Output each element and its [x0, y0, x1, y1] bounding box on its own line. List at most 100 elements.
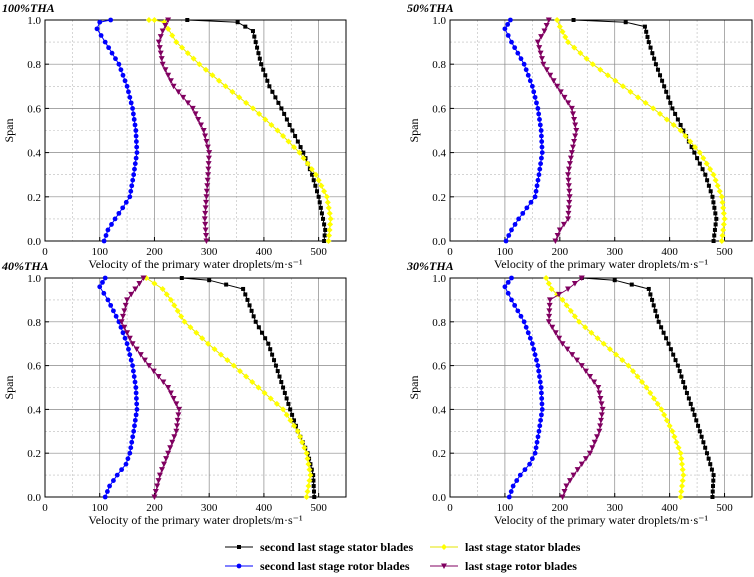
series-4-point-28 — [559, 341, 566, 347]
series-1-point-36 — [650, 297, 655, 302]
series-1-point-24 — [279, 106, 284, 111]
x-axis-label: Velocity of the primary water droplets/m… — [494, 257, 709, 271]
series-4-point-24 — [568, 105, 575, 112]
series-3-point-0 — [503, 238, 509, 244]
series-3-point-21 — [132, 379, 138, 385]
series-3-point-28 — [529, 83, 535, 89]
series-3-point-34 — [515, 308, 521, 314]
series-3-point-5 — [520, 210, 526, 216]
series-4-point-21 — [591, 379, 598, 386]
series-1-point-41 — [179, 276, 184, 280]
series-1-point-16 — [288, 407, 293, 412]
series-4-point-9 — [566, 188, 573, 195]
series-4-point-17 — [173, 401, 180, 407]
series-1-point-2 — [712, 227, 717, 232]
series-1-point-6 — [318, 205, 323, 210]
y-tick-label: 0.8 — [432, 59, 446, 71]
x-tick-label: 300 — [606, 502, 623, 514]
series-3-point-10 — [534, 183, 540, 189]
series-2-point-27 — [627, 88, 634, 95]
series-1-point-34 — [650, 51, 655, 56]
series-4-point-13 — [205, 166, 212, 173]
series-4-point-12 — [173, 428, 180, 435]
panel-title: 40%THA — [1, 259, 49, 273]
series-3-point-19 — [539, 133, 544, 139]
series-1-point-40 — [207, 278, 212, 283]
series-1-point-37 — [243, 292, 248, 297]
series-2-point-1 — [678, 488, 685, 495]
series-2-point-37 — [169, 32, 176, 39]
series-4-point-10 — [591, 439, 598, 446]
series-3-point-26 — [127, 352, 133, 358]
legend-item-3: second last stage rotor blades — [225, 559, 410, 573]
series-4-point-40 — [545, 17, 552, 23]
series-3-point-20 — [538, 128, 544, 133]
series-3-point-39 — [505, 22, 511, 27]
series-4-point-32 — [159, 61, 166, 68]
series-2-point-18 — [650, 395, 657, 402]
series-2-point-10 — [673, 439, 680, 446]
chart-panel-2: 0 100 200 300 400 500 0.0 0.2 0.4 0.6 0.8 1.050%THA… — [407, 1, 753, 271]
series-4-point-12 — [596, 428, 603, 435]
series-4-point-38 — [132, 286, 139, 292]
series-4-point-7 — [203, 199, 210, 206]
series-3-point-28 — [529, 341, 535, 347]
x-tick-label: 100 — [497, 502, 514, 514]
series-1-point-24 — [675, 363, 680, 368]
series-3-point-9 — [128, 188, 134, 194]
series-4-point-11 — [594, 434, 601, 440]
series-3-point-2 — [509, 227, 514, 233]
series-3-point-20 — [538, 385, 544, 390]
series-1-point-32 — [653, 62, 658, 67]
series-2-point-22 — [262, 116, 269, 123]
y-tick-label: 0.2 — [432, 192, 446, 204]
series-2-point-14 — [304, 160, 311, 167]
series-2-point-23 — [657, 110, 664, 117]
series-3-point-25 — [128, 100, 134, 106]
series-4-point-23 — [150, 368, 157, 375]
series-1-point-18 — [686, 396, 691, 401]
series-4-point-35 — [156, 45, 163, 51]
series-1-point-27 — [270, 89, 275, 94]
series-2-point-18 — [267, 395, 274, 402]
series-2-point-36 — [173, 39, 180, 46]
series-1-point-21 — [287, 122, 292, 127]
y-tick-label: 0.0 — [27, 236, 41, 248]
series-2-point-40 — [554, 17, 561, 23]
chart-panel-1: 0 100 200 300 400 500 0.0 0.2 0.4 0.6 0.8 1.0100%TH… — [2, 1, 347, 271]
series-3-point-1 — [103, 233, 109, 238]
series-1-point-14 — [697, 161, 702, 166]
series-1-point-8 — [710, 194, 715, 199]
series-2-point-21 — [639, 379, 646, 386]
series-2-point-3 — [327, 221, 334, 228]
series-1-point-10 — [701, 440, 706, 445]
series-1-point-2 — [711, 484, 716, 489]
series-last-stage-rotor-blades — [534, 17, 580, 244]
series-3-point-19 — [133, 133, 139, 139]
series-1-point-38 — [250, 29, 255, 34]
series-4-point-24 — [189, 105, 196, 112]
series-3-point-29 — [527, 335, 533, 341]
series-1-point-14 — [694, 418, 699, 423]
series-1-point-25 — [276, 100, 281, 105]
series-3-point-37 — [505, 33, 511, 38]
series-2-point-30 — [193, 329, 200, 336]
series-3-point-0 — [102, 494, 108, 500]
series-4-point-30 — [124, 330, 131, 336]
series-last-stage-stator-blades — [543, 275, 687, 500]
series-2-point-6 — [678, 461, 685, 468]
series-3-point-8 — [532, 450, 538, 456]
series-4-point-38 — [565, 286, 572, 292]
series-3-point-25 — [128, 357, 134, 363]
legend-label: last stage stator blades — [465, 540, 581, 554]
series-4-point-21 — [572, 122, 579, 128]
x-tick-label: 200 — [552, 246, 569, 258]
series-4-point-15 — [598, 412, 605, 418]
series-2-point-30 — [604, 72, 611, 79]
series-2-point-33 — [571, 313, 578, 320]
series-1-point-25 — [272, 358, 277, 363]
series-4-point-16 — [599, 406, 606, 413]
series-3-point-25 — [534, 357, 539, 363]
series-4-point-17 — [569, 144, 576, 151]
series-4-point-32 — [118, 319, 125, 325]
